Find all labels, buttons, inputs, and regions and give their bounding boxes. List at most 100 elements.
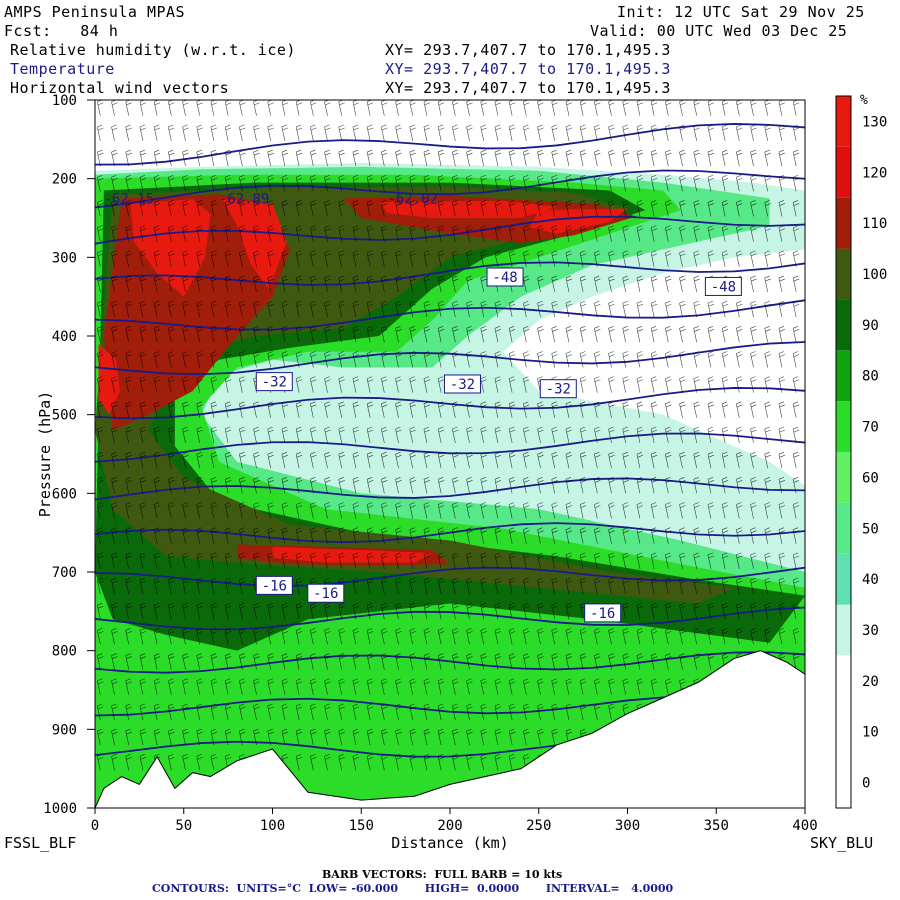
wind-barb — [608, 300, 615, 318]
wind-barb — [395, 552, 402, 569]
wind-barb — [310, 401, 317, 418]
wind-barb — [224, 426, 232, 444]
y-tick-label: 500 — [52, 408, 77, 424]
wind-barb — [366, 628, 374, 645]
wind-barb — [182, 678, 189, 695]
wind-barb — [551, 527, 558, 544]
wind-barb — [792, 401, 800, 418]
wind-barb — [210, 225, 218, 242]
wind-barb — [679, 124, 686, 141]
wind-barb — [139, 552, 147, 569]
wind-barb — [736, 552, 743, 569]
wind-barb — [665, 552, 672, 569]
wind-barb — [594, 628, 601, 645]
wind-barb — [508, 124, 516, 141]
wind-barb — [452, 477, 459, 494]
wind-barb — [338, 703, 345, 720]
wind-barb — [409, 401, 416, 418]
wind-barb — [665, 124, 672, 141]
wind-barb — [239, 451, 246, 469]
wind-barb — [239, 577, 246, 595]
wind-barb — [650, 426, 658, 444]
wind-barb — [239, 552, 246, 569]
wind-barb — [139, 653, 147, 670]
wind-barb — [494, 577, 502, 595]
wind-barb — [338, 326, 345, 343]
wind-barb — [551, 401, 558, 418]
wind-barb — [665, 678, 672, 695]
wind-barb — [622, 602, 629, 620]
wind-barb — [707, 351, 715, 368]
wind-barb — [281, 250, 289, 267]
wind-barb — [295, 401, 303, 418]
wind-barb — [792, 653, 800, 670]
wind-barb — [707, 124, 715, 141]
wind-barb — [310, 477, 317, 494]
wind-barb — [139, 753, 147, 771]
contour-label: -48 — [711, 279, 736, 295]
contour-label-box — [307, 583, 345, 603]
wind-barb — [310, 602, 317, 620]
wind-barb — [281, 653, 289, 670]
wind-barb — [622, 376, 629, 393]
wind-barb — [366, 174, 374, 192]
wind-barb — [508, 426, 516, 444]
wind-barb — [210, 703, 218, 720]
wind-barb — [466, 753, 473, 771]
wind-barb — [409, 351, 416, 368]
wind-barb — [537, 502, 544, 519]
wind-barb — [679, 200, 686, 217]
wind-barb — [650, 602, 658, 620]
wind-barb — [608, 351, 615, 368]
colorbar-swatch — [836, 197, 851, 249]
wind-barb — [452, 300, 459, 318]
wind-barb — [395, 477, 402, 494]
wind-barb — [778, 451, 786, 469]
wind-barb — [579, 477, 587, 494]
wind-barb — [324, 200, 331, 217]
wind-barb — [594, 351, 601, 368]
wind-barb — [608, 149, 615, 167]
wind-barb — [764, 300, 771, 318]
wind-barb — [239, 376, 246, 393]
wind-barb — [295, 753, 303, 771]
contour-label-box — [704, 276, 742, 296]
wind-barb — [707, 628, 715, 645]
wind-barb — [452, 124, 459, 141]
wind-barb — [750, 401, 757, 418]
wind-barb — [310, 628, 317, 645]
wind-barb — [736, 174, 743, 192]
wind-barb — [650, 326, 658, 343]
wind-barb — [551, 703, 558, 720]
wind-barb — [210, 628, 218, 645]
wind-barb — [153, 300, 161, 318]
wind-barb — [153, 653, 161, 670]
wind-barb — [693, 250, 700, 267]
wind-barb — [196, 628, 203, 645]
wind-barb — [182, 502, 189, 519]
wind-barb — [721, 426, 729, 444]
wind-barb — [693, 149, 700, 167]
wind-barb — [182, 326, 189, 343]
wind-barb — [310, 753, 317, 771]
wind-barb — [721, 502, 729, 519]
wind-barb — [196, 477, 203, 494]
wind-barb — [196, 678, 203, 695]
wind-barb — [182, 602, 189, 620]
wind-barb — [707, 376, 715, 393]
wind-barb — [381, 602, 388, 620]
wind-barb — [338, 250, 345, 267]
wind-barb — [253, 250, 260, 267]
wind-barb — [168, 326, 175, 343]
wind-barb — [153, 200, 161, 217]
wind-barb — [707, 577, 715, 595]
wind-barb — [778, 376, 786, 393]
wind-barb — [239, 275, 246, 293]
wind-barb — [395, 401, 402, 418]
contour-label: -62.02 — [387, 191, 438, 207]
wind-barb — [111, 678, 118, 695]
wind-barb — [125, 326, 132, 343]
wind-barb — [381, 426, 388, 444]
wind-barb — [551, 653, 558, 670]
wind-barb — [97, 653, 104, 670]
